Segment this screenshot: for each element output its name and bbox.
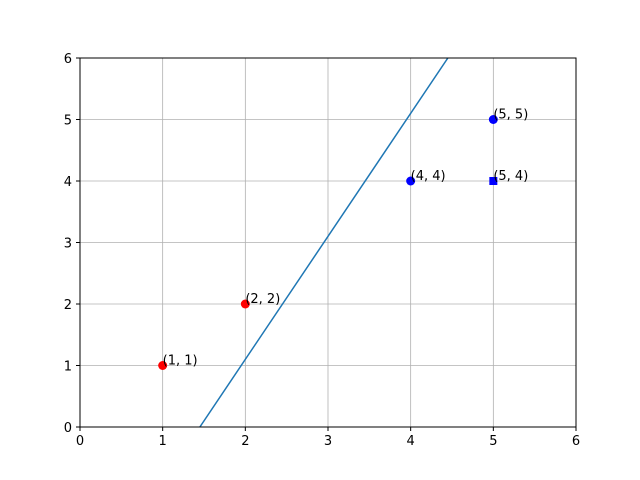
point (489, 177, 498, 185)
x-tick-label: 4 (407, 434, 415, 449)
y-tick-label: 3 (64, 237, 72, 252)
y-tick-label: 4 (64, 175, 72, 190)
x-tick-label: 5 (489, 434, 497, 449)
point (488, 115, 498, 124)
point (240, 299, 250, 309)
y-tick-label: 6 (64, 52, 72, 67)
y-tick-label: 2 (64, 298, 72, 313)
point-label: (1, 1) (163, 354, 198, 369)
point-label: (5, 4) (493, 169, 528, 184)
point (158, 361, 168, 370)
marks: (1, 1) (2, 2) (4, 4) (5, 5) (5, 4) (158, 58, 528, 427)
y-tick-label: 0 (64, 421, 72, 436)
ticks: 0 1 2 3 4 5 6 0 1 2 3 4 5 6 (64, 52, 580, 449)
point (406, 176, 416, 186)
y-tick-label: 5 (64, 114, 72, 129)
point-label: (5, 5) (493, 108, 528, 123)
line (199, 58, 449, 427)
x-tick-label: 1 (159, 434, 167, 449)
point-label: (2, 2) (245, 292, 280, 307)
x-tick-label: 0 (76, 434, 84, 449)
x-tick-label: 6 (572, 434, 580, 449)
x-tick-label: 2 (241, 434, 249, 449)
point-label: (4, 4) (411, 169, 446, 184)
y-tick-label: 1 (64, 360, 72, 375)
x-tick-label: 3 (324, 434, 332, 449)
